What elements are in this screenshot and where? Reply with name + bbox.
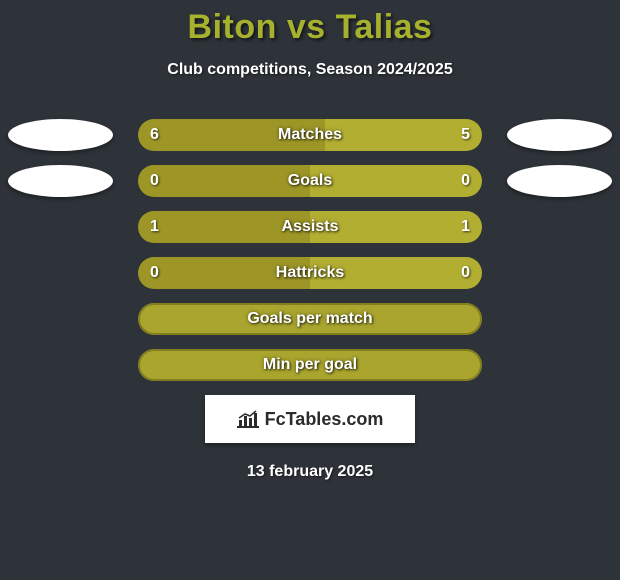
stat-row: Min per goal — [0, 349, 620, 381]
stat-value-right: 5 — [461, 126, 470, 144]
stat-value-right: 0 — [461, 172, 470, 190]
stat-row: Hattricks 0 0 — [0, 257, 620, 289]
player-right-ellipse — [507, 165, 612, 197]
player-left-ellipse — [8, 165, 113, 197]
stat-row: Assists 1 1 — [0, 211, 620, 243]
stat-label: Hattricks — [276, 264, 344, 282]
stat-value-left: 6 — [150, 126, 159, 144]
stat-row: Matches 6 5 — [0, 119, 620, 151]
stat-label: Goals per match — [247, 310, 372, 328]
stat-bar: Hattricks 0 0 — [138, 257, 482, 289]
player-left-ellipse — [8, 119, 113, 151]
comparison-title: Biton vs Talias — [0, 0, 620, 47]
stat-value-left: 0 — [150, 172, 159, 190]
date-label: 13 february 2025 — [0, 463, 620, 481]
stat-value-left: 1 — [150, 218, 159, 236]
logo-text: FcTables.com — [237, 409, 384, 430]
stat-value-right: 1 — [461, 218, 470, 236]
logo-label: FcTables.com — [265, 409, 384, 430]
stat-bar: Assists 1 1 — [138, 211, 482, 243]
stat-label: Assists — [282, 218, 339, 236]
stat-bar: Min per goal — [138, 349, 482, 381]
stat-label: Matches — [278, 126, 342, 144]
stat-bar: Matches 6 5 — [138, 119, 482, 151]
player-right-ellipse — [507, 119, 612, 151]
stat-label: Min per goal — [263, 356, 357, 374]
stat-value-right: 0 — [461, 264, 470, 282]
stat-row: Goals per match — [0, 303, 620, 335]
chart-icon — [237, 410, 259, 428]
stat-label: Goals — [288, 172, 332, 190]
bar-right-segment — [325, 119, 482, 151]
bar-left-segment — [138, 165, 310, 197]
comparison-chart: Matches65Goals00Assists11Hattricks00Goal… — [0, 119, 620, 381]
comparison-subtitle: Club competitions, Season 2024/2025 — [0, 61, 620, 79]
stat-bar: Goals 0 0 — [138, 165, 482, 197]
logo-badge: FcTables.com — [205, 395, 415, 443]
stat-row: Goals 0 0 — [0, 165, 620, 197]
bar-right-segment — [310, 165, 482, 197]
stat-bar: Goals per match — [138, 303, 482, 335]
stat-value-left: 0 — [150, 264, 159, 282]
